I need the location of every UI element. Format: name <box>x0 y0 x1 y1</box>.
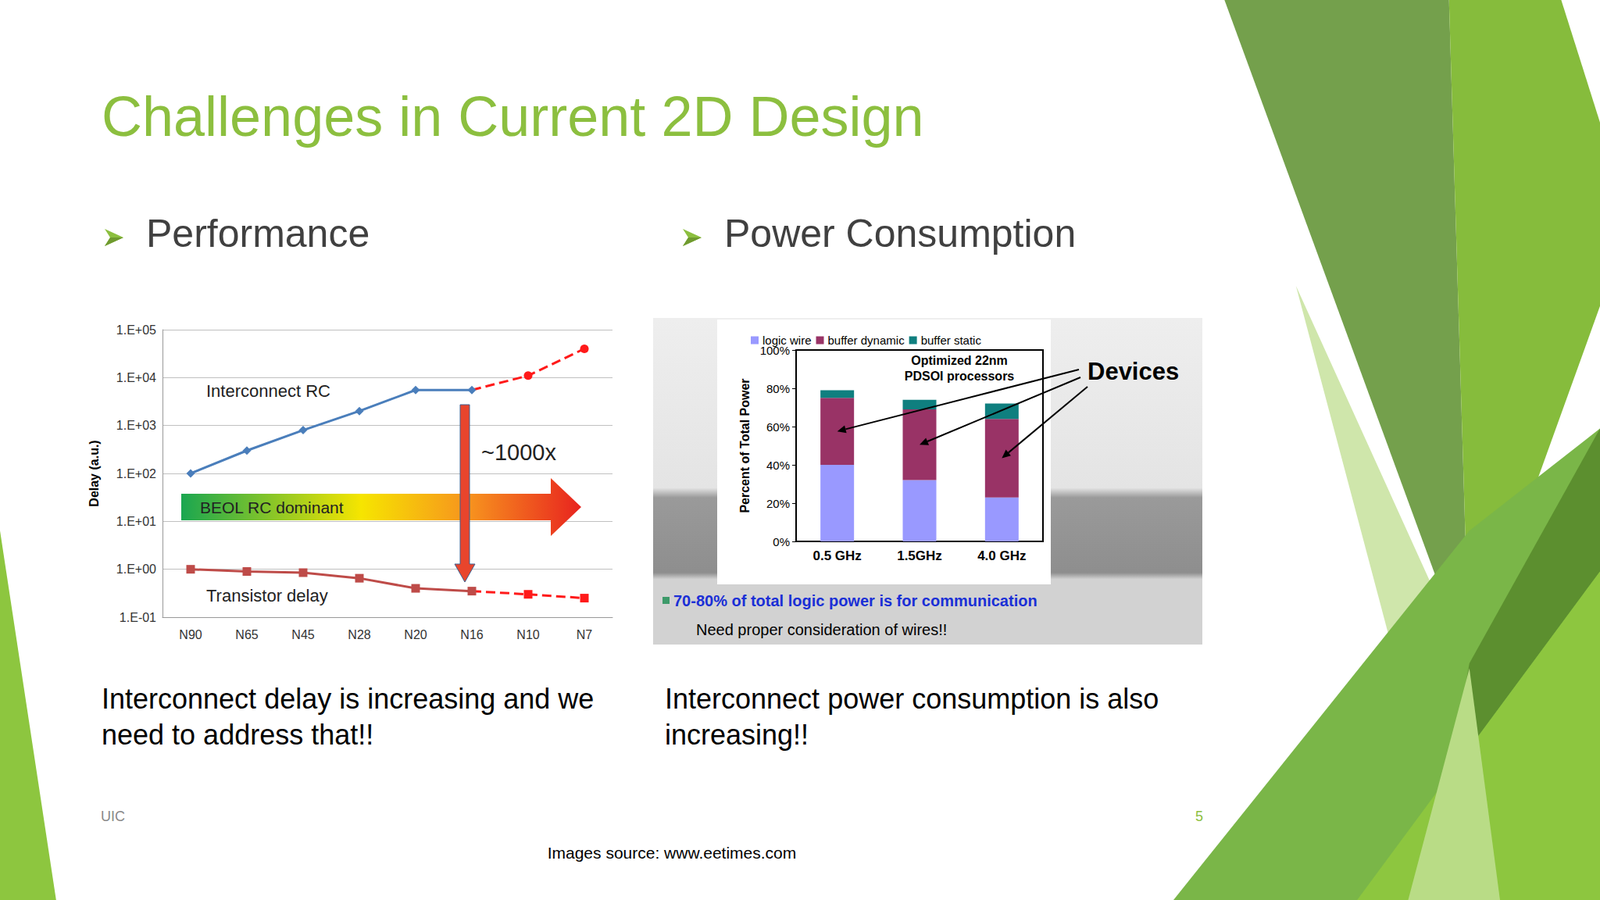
html-text:Performance: Performance <box>146 211 370 256</box>
svg-text:N20: N20 <box>403 628 427 642</box>
svg-text:40%: 40% <box>766 458 790 472</box>
svg-text:1.E+03: 1.E+03 <box>116 418 157 433</box>
svg-text:1.E+05: 1.E+05 <box>116 323 157 337</box>
svg-text:60%: 60% <box>766 420 790 434</box>
svg-text:1.E+01: 1.E+01 <box>116 514 157 529</box>
svg-text:Optimized 22nm: Optimized 22nm <box>910 353 1008 368</box>
svg-text:1.E+02: 1.E+02 <box>116 467 157 481</box>
svg-text:100%: 100% <box>759 343 790 357</box>
svg-text:Transistor delay: Transistor delay <box>206 585 329 606</box>
svg-text:buffer static: buffer static <box>921 333 983 347</box>
svg-text:1.E+00: 1.E+00 <box>116 562 157 576</box>
html-text:Interconnect delay is increasi: Interconnect delay is increasing and we … <box>101 682 595 751</box>
svg-text:Delay (a.u.): Delay (a.u.) <box>87 439 101 507</box>
svg-text:Percent of Total Power: Percent of Total Power <box>738 378 752 513</box>
svg-text:20%: 20% <box>766 496 790 511</box>
svg-text:1.5GHz: 1.5GHz <box>896 548 943 564</box>
svg-text:logic wire: logic wire <box>762 333 812 347</box>
svg-text:N90: N90 <box>178 628 202 642</box>
svg-text:80%: 80% <box>766 382 790 396</box>
html-text:Challenges in Current 2D Desig: Challenges in Current 2D Design <box>101 85 924 148</box>
svg-text:0%: 0% <box>772 535 790 549</box>
svg-text:1.E-01: 1.E-01 <box>119 610 157 625</box>
svg-text:N45: N45 <box>291 628 315 642</box>
svg-text:N7: N7 <box>576 628 593 642</box>
svg-text:N28: N28 <box>347 628 371 642</box>
svg-text:1.E+04: 1.E+04 <box>116 371 157 385</box>
svg-text:PDSOI processors: PDSOI processors <box>904 369 1015 383</box>
svg-text:N16: N16 <box>460 628 483 642</box>
html-text:UIC: UIC <box>100 808 125 825</box>
html-text:Interconnect power consumption: Interconnect power consumption is also i… <box>664 682 1159 751</box>
svg-text:Devices: Devices <box>1087 357 1179 386</box>
html-text:Images source: www.eetimes.com: Images source: www.eetimes.com <box>547 843 797 862</box>
svg-text:N65: N65 <box>235 628 258 642</box>
svg-text:Interconnect RC: Interconnect RC <box>206 381 331 401</box>
html-text:70-80% of total logic power is: 70-80% of total logic power is for commu… <box>673 592 1038 610</box>
html-text:Power Consumption: Power Consumption <box>724 211 1076 256</box>
svg-text:buffer dynamic: buffer dynamic <box>828 333 906 347</box>
html-text:Need proper consideration of w: Need proper consideration of wires!! <box>696 621 948 639</box>
svg-text:4.0 GHz: 4.0 GHz <box>977 548 1026 564</box>
svg-text:N10: N10 <box>516 628 540 642</box>
svg-text:BEOL RC dominant: BEOL RC dominant <box>200 498 344 517</box>
svg-text:0.5 GHz: 0.5 GHz <box>812 548 861 564</box>
html-text:5: 5 <box>1195 808 1204 825</box>
svg-text:~1000x: ~1000x <box>481 439 557 465</box>
